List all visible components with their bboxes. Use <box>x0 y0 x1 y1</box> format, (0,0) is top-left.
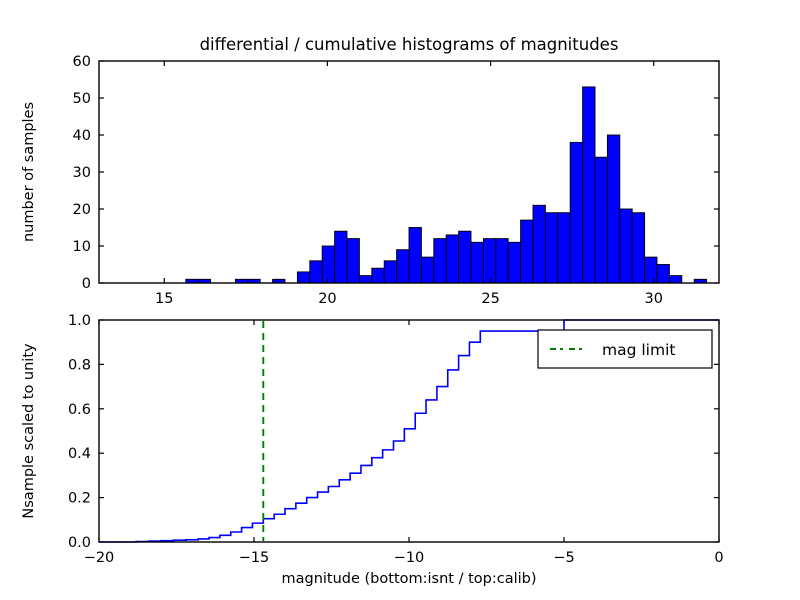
histogram-bar <box>322 246 334 283</box>
matplotlib-figure: 0 10 20 30 40 50 60 15 20 25 30 differential / cum… <box>0 0 800 600</box>
histogram-bar <box>409 228 421 284</box>
histogram-bar <box>496 239 508 283</box>
figure-xlabel: magnitude (bottom:isnt / top:calib) <box>281 571 536 587</box>
bottom-xtick-label: 0 <box>714 550 723 566</box>
legend[interactable]: mag limit <box>538 330 712 368</box>
top-ytick-label: 60 <box>73 54 91 70</box>
top-ytick-label: 10 <box>73 239 91 255</box>
histogram-bar <box>297 272 309 283</box>
histogram-bar <box>583 87 595 283</box>
histogram-bar <box>620 209 632 283</box>
bottom-xtick-label: −10 <box>394 550 425 566</box>
bottom-ytick-label: 0.0 <box>68 535 91 551</box>
histogram-bar <box>421 257 433 283</box>
bottom-xtick-label: −5 <box>553 550 574 566</box>
histogram-bar <box>632 213 644 283</box>
histogram-bar <box>521 220 533 283</box>
histogram-bar <box>310 261 322 283</box>
bottom-ytick-label: 0.8 <box>68 357 91 373</box>
histogram-bar <box>607 135 619 283</box>
histogram-bar <box>533 205 545 283</box>
top-ytick-label: 50 <box>73 91 91 107</box>
histogram-bar <box>483 239 495 283</box>
histogram-bar <box>558 213 570 283</box>
bottom-ytick-label: 0.4 <box>68 446 91 462</box>
histogram-bar <box>545 213 557 283</box>
histogram-bar <box>669 276 681 283</box>
bottom-xtick-label: −15 <box>239 550 270 566</box>
histogram-bar <box>595 157 607 283</box>
histogram-bar <box>459 231 471 283</box>
bottom-panel-ylabel: Nsample scaled to unity <box>21 343 37 519</box>
top-ytick-label: 40 <box>73 128 91 144</box>
top-xtick-label: 20 <box>318 291 336 307</box>
histogram-bar <box>471 242 483 283</box>
histogram-bar <box>446 235 458 283</box>
top-ytick-label: 20 <box>73 202 91 218</box>
bottom-ytick-label: 0.6 <box>68 402 91 418</box>
top-ytick-label: 0 <box>82 276 91 292</box>
histogram-bar <box>434 239 446 283</box>
figure-canvas: 0 10 20 30 40 50 60 15 20 25 30 differential / cum… <box>0 0 800 600</box>
top-ytick-label: 30 <box>73 165 91 181</box>
histogram-bar <box>657 265 669 284</box>
histogram-bar <box>335 231 347 283</box>
histogram-bar <box>372 268 384 283</box>
bottom-ytick-label: 0.2 <box>68 491 91 507</box>
histogram-bar <box>570 142 582 283</box>
top-xtick-label: 25 <box>481 291 499 307</box>
top-panel-ylabel: number of samples <box>21 102 37 242</box>
bottom-ytick-label: 1.0 <box>68 313 91 329</box>
bottom-xtick-label: −20 <box>84 550 115 566</box>
page-title: differential / cumulative histograms of … <box>200 35 619 54</box>
top-xtick-label: 30 <box>645 291 663 307</box>
top-panel: 0 10 20 30 40 50 60 15 20 25 30 differential / cum… <box>21 35 719 307</box>
histogram-bar <box>397 250 409 283</box>
histogram-bar <box>384 261 396 283</box>
histogram-bar <box>359 276 371 283</box>
histogram-bar <box>347 239 359 283</box>
histogram-bar <box>645 257 657 283</box>
top-xtick-label: 15 <box>155 291 173 307</box>
histogram-bar <box>508 242 520 283</box>
legend-label-mag-limit: mag limit <box>602 341 675 359</box>
